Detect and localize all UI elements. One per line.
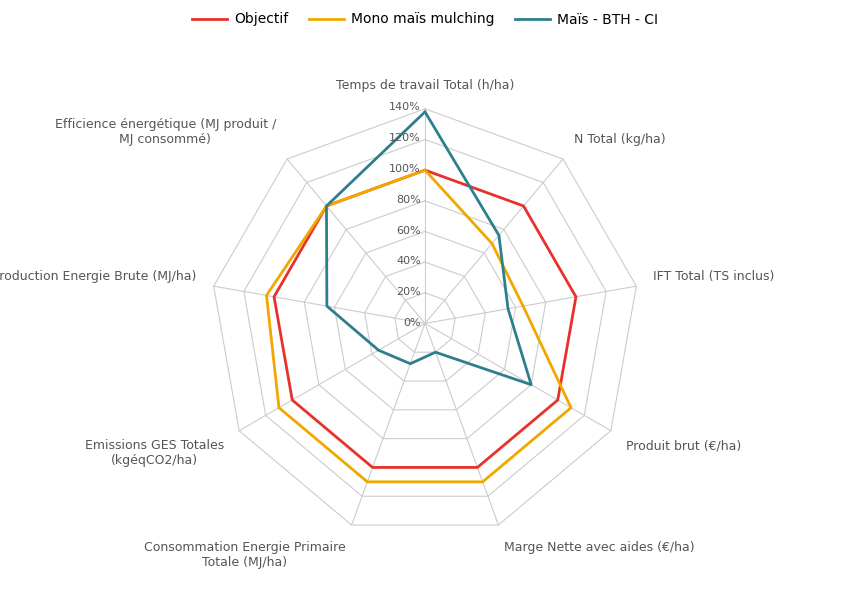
Text: Produit brut (€/ha): Produit brut (€/ha): [626, 439, 741, 452]
Text: Production Energie Brute (MJ/ha): Production Energie Brute (MJ/ha): [0, 270, 196, 283]
Text: IFT Total (TS inclus): IFT Total (TS inclus): [654, 270, 774, 283]
Text: 100%: 100%: [389, 164, 421, 174]
Text: Marge Nette avec aides (€/ha): Marge Nette avec aides (€/ha): [504, 541, 695, 554]
Text: 0%: 0%: [403, 318, 421, 328]
Text: 80%: 80%: [396, 195, 421, 205]
Text: 140%: 140%: [389, 102, 421, 111]
Text: Temps de travail Total (h/ha): Temps de travail Total (h/ha): [336, 79, 514, 92]
Text: N Total (kg/ha): N Total (kg/ha): [574, 133, 666, 146]
Text: Emissions GES Totales
(kgéqCO2/ha): Emissions GES Totales (kgéqCO2/ha): [85, 439, 224, 468]
Text: Efficience énergétique (MJ produit /
MJ consommé): Efficience énergétique (MJ produit / MJ …: [54, 118, 276, 146]
Text: 60%: 60%: [396, 225, 421, 235]
Text: 120%: 120%: [389, 132, 421, 143]
Text: 40%: 40%: [396, 256, 421, 267]
Legend: Objectif, Mono maïs mulching, Maïs - BTH - CI: Objectif, Mono maïs mulching, Maïs - BTH…: [187, 7, 663, 32]
Text: 20%: 20%: [396, 288, 421, 298]
Text: Consommation Energie Primaire
Totale (MJ/ha): Consommation Energie Primaire Totale (MJ…: [144, 541, 346, 569]
